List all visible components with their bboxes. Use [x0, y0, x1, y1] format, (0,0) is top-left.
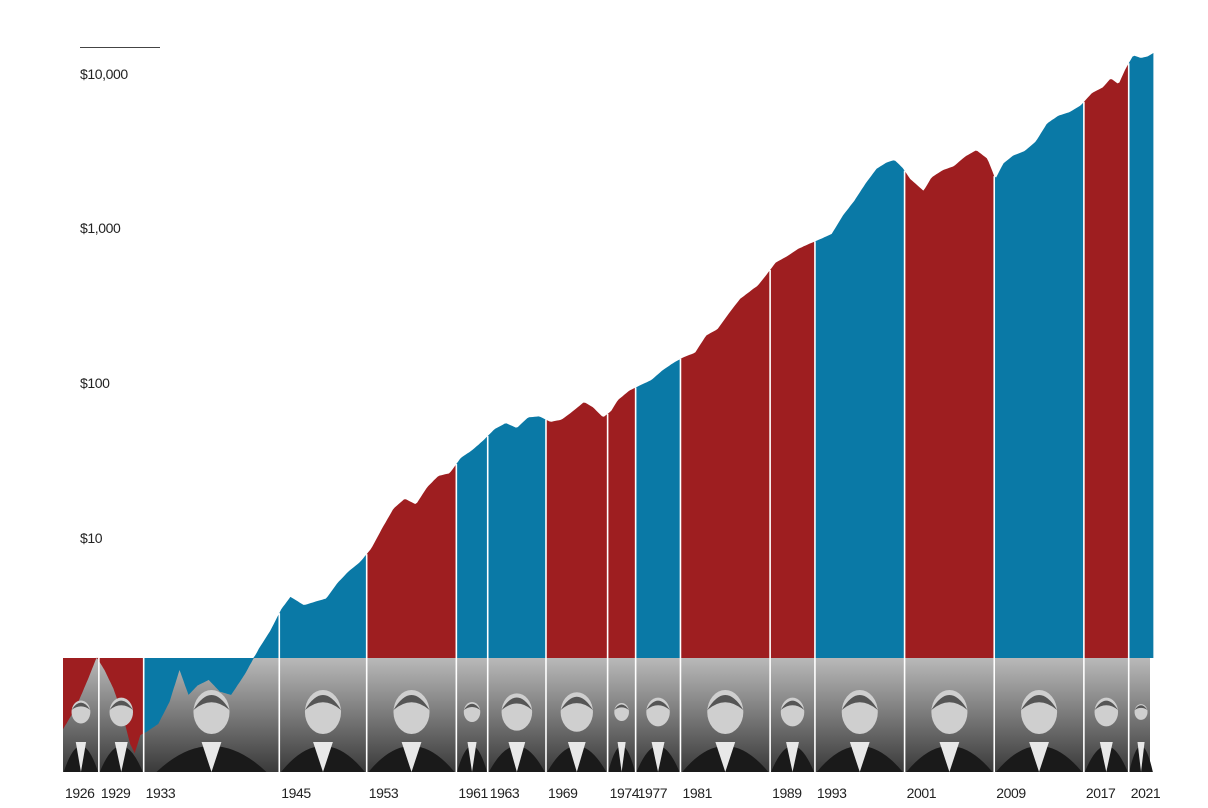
- y-tick-label: $10,000: [80, 65, 128, 82]
- presidency-area-1933: [143, 613, 280, 658]
- x-tick-label: 1926: [65, 785, 95, 801]
- x-tick-label: 1974: [609, 785, 640, 801]
- portrait-1989: [771, 697, 815, 772]
- presidency-area-1953: [366, 464, 457, 658]
- presidency-area-1981: [680, 270, 771, 658]
- portrait-1933: [156, 690, 267, 772]
- presidency-area-1969: [545, 402, 608, 658]
- x-tick-label: 2017: [1085, 785, 1116, 801]
- presidency-area-1963: [487, 416, 546, 658]
- portrait-1963: [488, 693, 545, 772]
- portrait-2001: [906, 690, 993, 772]
- presidency-area-1989: [770, 241, 815, 658]
- presidency-area-1974: [607, 387, 636, 658]
- portrait-1969: [547, 692, 607, 772]
- x-tick-label: 1961: [458, 785, 488, 801]
- presidency-area-1945: [279, 554, 367, 658]
- portrait-1977: [636, 697, 680, 772]
- portrait-2009: [996, 690, 1083, 772]
- x-tick-label: 1993: [816, 785, 847, 801]
- portrait-1929: [99, 697, 143, 772]
- x-tick-label: 2001: [906, 785, 937, 801]
- x-tick-label: 1981: [682, 785, 712, 801]
- portrait-1993: [816, 690, 903, 772]
- portrait-1926: [63, 700, 99, 772]
- x-tick-label: 1953: [368, 785, 399, 801]
- portrait-1945: [281, 690, 365, 772]
- presidency-dip-1933: [143, 658, 280, 734]
- x-tick-label: 1977: [637, 785, 668, 801]
- x-tick-label: 2021: [1130, 785, 1161, 801]
- x-tick-label: 1963: [489, 785, 520, 801]
- portrait-1981: [682, 690, 769, 772]
- portrait-1974: [608, 703, 636, 772]
- top-rule: [80, 47, 160, 48]
- portrait-1953: [368, 690, 455, 772]
- x-tick-label: 1969: [547, 785, 578, 801]
- presidency-area-2017: [1083, 63, 1129, 659]
- y-tick-label: $1,000: [80, 220, 121, 237]
- portrait-2021: [1129, 704, 1153, 772]
- presidency-area-2009: [994, 101, 1084, 658]
- presidency-area-2001: [904, 150, 995, 658]
- x-tick-label: 1933: [145, 785, 176, 801]
- presidency-area-1961: [456, 436, 488, 658]
- y-tick-label: $10: [80, 530, 103, 547]
- x-tick-label: 1929: [100, 785, 131, 801]
- presidency-area-2021: [1128, 53, 1154, 658]
- presidency-area-1993: [814, 160, 905, 658]
- x-tick-label: 1945: [281, 785, 311, 801]
- y-tick-label: $100: [80, 375, 110, 392]
- portrait-1961: [456, 701, 488, 772]
- x-tick-label: 2009: [996, 785, 1026, 801]
- x-tick-label: 1989: [772, 785, 802, 801]
- portrait-2017: [1084, 697, 1128, 772]
- presidency-area-1977: [635, 359, 681, 658]
